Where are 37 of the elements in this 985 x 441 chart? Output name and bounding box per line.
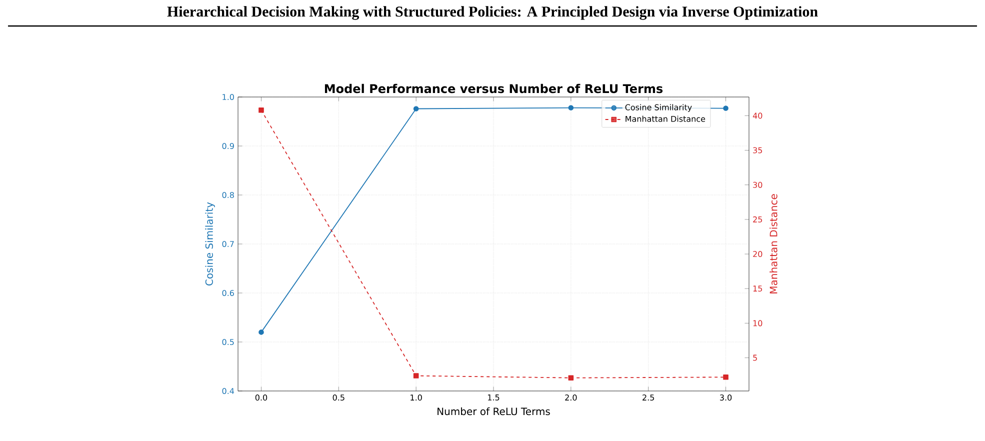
y2-tick-label: 40: [752, 112, 762, 119]
point: [258, 107, 264, 113]
y2-tick-label: 15: [753, 286, 762, 292]
point: [723, 106, 728, 111]
x-tick-label: 0.5: [332, 394, 344, 401]
x-tick-label: 3.0: [720, 394, 732, 401]
point: [258, 330, 264, 335]
y2-axis-title: Manhattan Distance: [770, 194, 778, 294]
legend-label: Manhattan Distance: [626, 116, 706, 122]
y-tick-label: 0.9: [222, 142, 234, 150]
point: [723, 374, 728, 380]
y-tick-label: 0.7: [222, 240, 234, 248]
x-tick-label: 1.0: [410, 394, 422, 401]
y-tick-label: 0.8: [222, 192, 234, 198]
x-tick-label: 0.0: [255, 394, 268, 401]
point: [413, 106, 419, 112]
point: [413, 373, 419, 378]
legend-label: Cosine Similarity: [625, 104, 692, 112]
x-tick-label: 2.0: [565, 394, 577, 401]
x-axis-title: Number of ReLU Terms: [438, 407, 550, 416]
y2-tick-label: 5: [753, 354, 757, 361]
y-tick-label: 0.5: [222, 338, 234, 346]
y2-tick-label: 10: [753, 320, 762, 326]
y-tick-label: 0.6: [222, 290, 234, 296]
x-tick-label: 1.5: [488, 394, 500, 400]
chart-title: Model Performance versus Number of ReLU Terms: [324, 84, 663, 94]
y2-tick-label: 35: [753, 147, 762, 154]
y2-tick-label: 25: [753, 216, 762, 222]
y2-tick-label: 30: [753, 182, 762, 188]
y-tick-label: 0.4: [222, 388, 234, 394]
y-axis-title: Cosine Similarity: [205, 202, 215, 286]
y-tick-label: 1.0: [222, 94, 234, 100]
text: Hierarchical Decision Making with Structured Policies: A Principled Design via Inverse Optimization: [167, 6, 818, 20]
point: [568, 105, 574, 110]
x-tick-label: 2.5: [642, 394, 654, 401]
point: [568, 375, 574, 380]
y2-tick-label: 20: [753, 250, 762, 258]
